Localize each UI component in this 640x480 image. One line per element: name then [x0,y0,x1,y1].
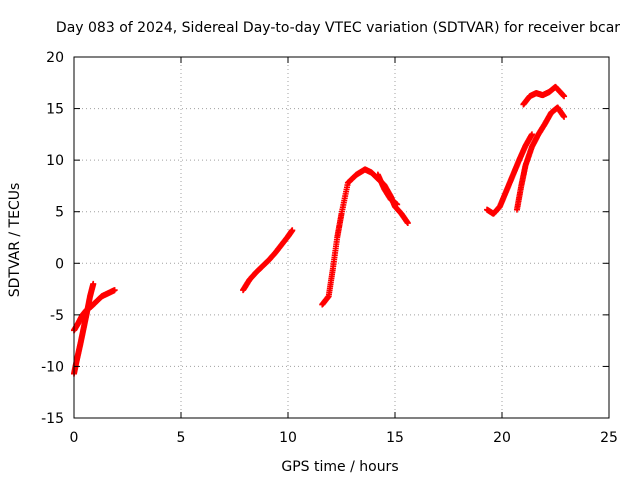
y-tick-label: 10 [46,153,64,169]
x-tick-label: 10 [279,430,297,446]
y-tick-label: 0 [55,256,64,272]
x-axis-label: GPS time / hours [281,459,398,475]
series-track-e [374,171,401,208]
y-tick-label: 5 [55,205,64,221]
x-tick-label: 0 [70,430,79,446]
x-tick-label: 15 [386,430,404,446]
data-point [528,131,535,138]
chart-title: Day 083 of 2024, Sidereal Day-to-day VTE… [56,20,620,36]
data-points [71,83,568,377]
plot-frame [73,56,610,419]
y-tick-label: 15 [46,102,64,118]
series-track-f [484,131,535,217]
x-tick-label: 20 [493,430,511,446]
x-tick-label: 5 [177,430,186,446]
data-point [404,220,411,227]
data-point [289,227,296,234]
y-tick-label: -10 [41,359,64,375]
data-point [90,280,97,287]
data-point [561,113,568,120]
series-track-h [520,83,568,108]
axes: 0 5 10 15 20 25 -15 -10 -5 0 5 10 15 20 [41,50,618,446]
series-track-g [513,104,568,213]
y-axis-label: SDTVAR / TECUs [7,183,23,298]
data-point [111,287,118,294]
y-tick-label: -5 [50,308,64,324]
x-tick-label: 25 [600,430,618,446]
data-point [561,93,568,100]
series-track-c [240,227,296,294]
y-tick-label: 20 [46,50,64,66]
y-tick-label: -15 [41,411,64,427]
grid [74,57,609,418]
series-track-d [319,166,411,308]
series-track-a [71,287,118,334]
data-point [394,201,401,208]
